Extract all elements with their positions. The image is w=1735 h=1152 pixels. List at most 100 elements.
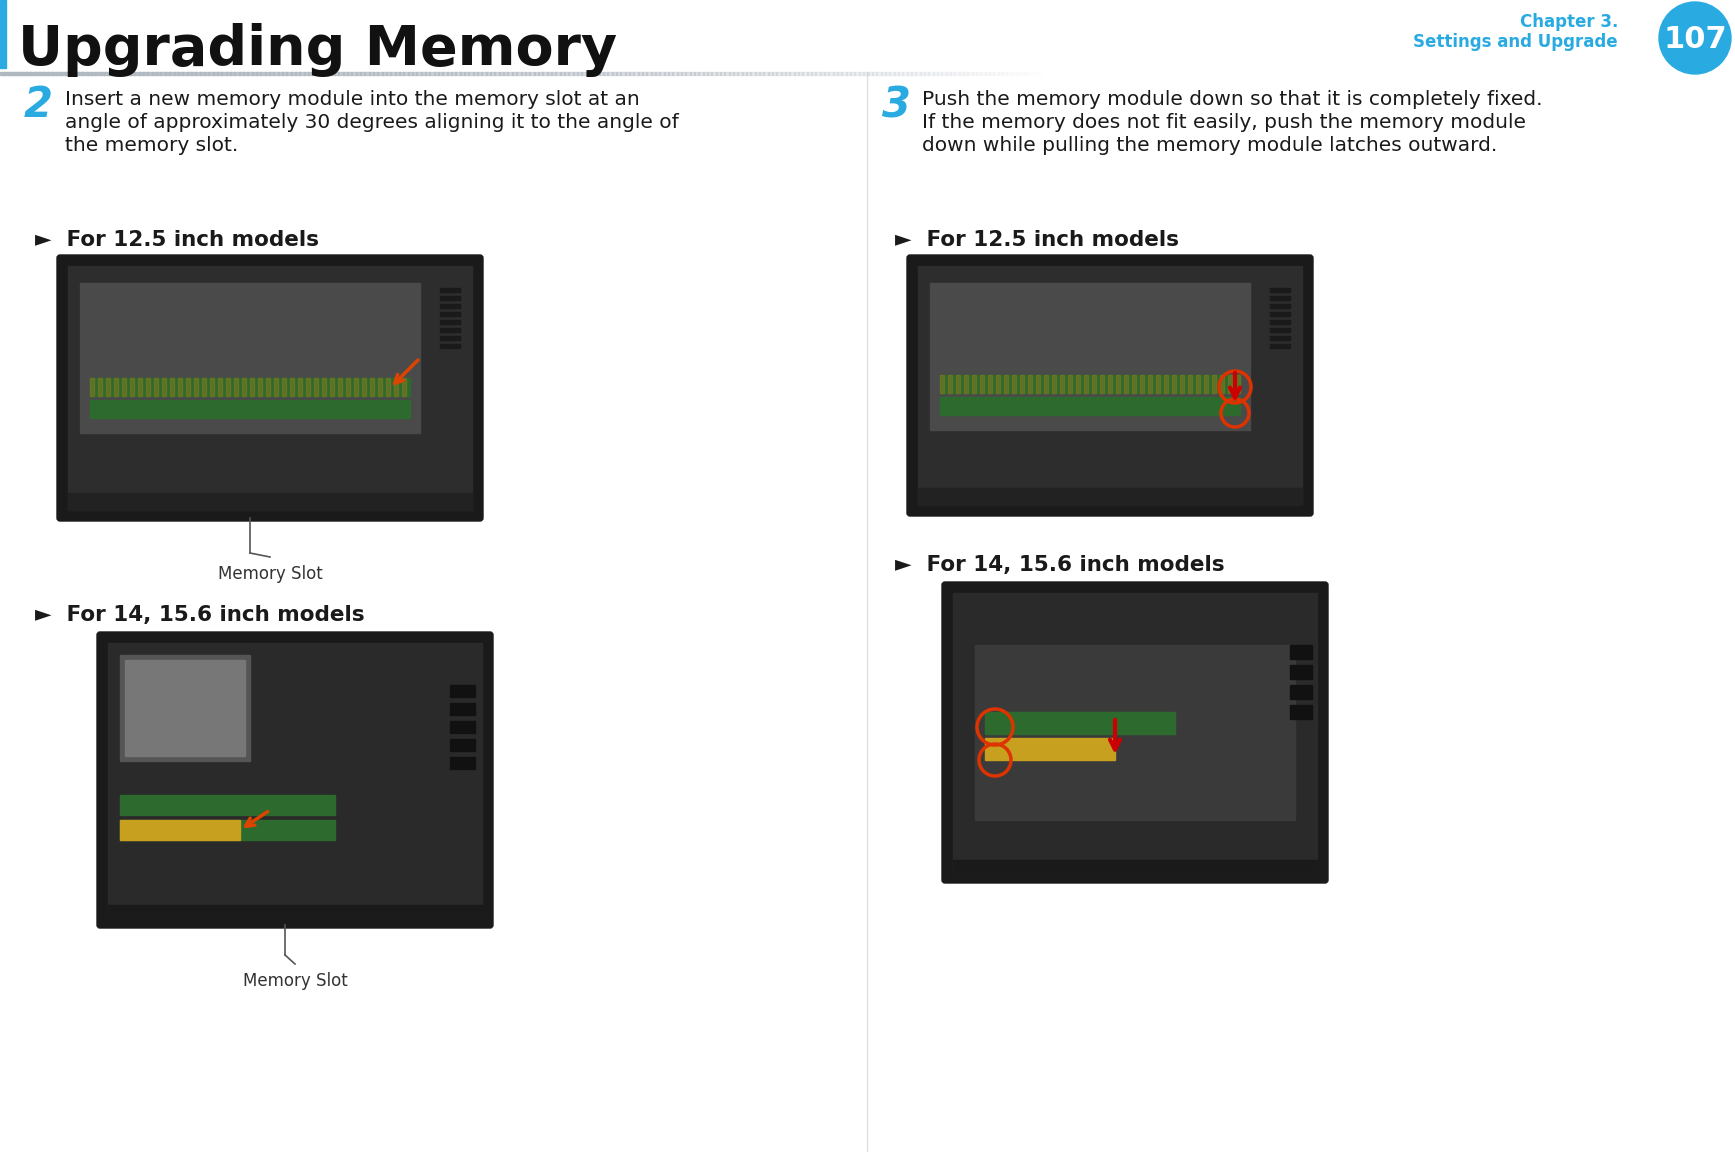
Bar [534,71,540,75]
Bar [179,71,184,75]
Bar [708,71,713,75]
Bar [868,71,873,75]
Bar [390,71,396,75]
Bar [815,71,821,75]
Bar [1437,71,1442,75]
Bar [1541,71,1546,75]
Bar [274,378,278,396]
Bar [298,378,302,396]
Bar [737,71,743,75]
Bar [1180,376,1183,393]
Bar [769,71,774,75]
Bar [441,288,460,291]
Bar [987,376,992,393]
Bar [1662,71,1667,75]
Bar [109,71,115,75]
Bar [222,71,227,75]
Bar [673,71,678,75]
Bar [201,378,206,396]
Bar [638,71,644,75]
Text: ►  For 12.5 inch models: ► For 12.5 inch models [895,230,1180,250]
Text: angle of approximately 30 degrees aligning it to the angle of: angle of approximately 30 degrees aligni… [64,113,678,132]
Bar [156,71,161,75]
Bar [581,71,586,75]
Bar [1024,71,1029,75]
Bar [940,397,1241,415]
Bar [219,378,222,396]
Bar [1020,376,1024,393]
Bar [326,71,331,75]
Bar [1142,71,1147,75]
Bar [1466,71,1471,75]
Bar [1393,71,1398,75]
Bar [781,71,786,75]
Bar [90,378,94,396]
Bar [647,71,652,75]
Bar [573,71,578,75]
Bar [1076,376,1079,393]
Bar [985,712,1175,734]
Bar [1150,71,1156,75]
Bar [456,71,462,75]
Bar [1405,71,1411,75]
Bar [361,71,366,75]
Bar [1492,71,1497,75]
Bar [1376,71,1381,75]
Bar [1596,71,1601,75]
Bar [1246,71,1251,75]
Bar [1310,71,1315,75]
Bar [1062,71,1069,75]
Bar [356,71,361,75]
Text: 3: 3 [881,84,911,126]
Bar [873,71,878,75]
Bar [517,71,522,75]
Bar [460,71,465,75]
Bar [260,71,265,75]
Bar [0,0,5,68]
Bar [972,71,977,75]
Bar [441,304,460,308]
Bar [633,71,638,75]
FancyBboxPatch shape [942,582,1327,882]
Bar [441,320,460,324]
Bar [777,71,782,75]
Bar [1501,71,1506,75]
Bar [1249,71,1254,75]
Bar [1614,71,1619,75]
Bar [559,71,566,75]
Bar [1173,376,1176,393]
Bar [795,71,800,75]
Bar [547,71,552,75]
Bar [153,71,158,75]
Bar [281,71,288,75]
Text: 2: 2 [24,84,52,126]
Bar [439,71,444,75]
Bar [378,71,383,75]
Bar [946,71,951,75]
Bar [1214,71,1220,75]
Bar [161,378,167,396]
Bar [996,376,999,393]
Bar [101,71,106,75]
Bar [1060,376,1064,393]
Bar [656,71,661,75]
Bar [1194,71,1199,75]
Bar [92,71,97,75]
Bar [1414,71,1419,75]
Text: Memory Slot: Memory Slot [217,564,323,583]
Bar [9,71,14,75]
Bar [472,71,479,75]
Bar [87,71,92,75]
Bar [226,71,231,75]
Bar [165,71,170,75]
Bar [52,71,57,75]
Bar [265,378,271,396]
Bar [1449,71,1454,75]
Bar [394,378,397,396]
Bar [78,71,83,75]
Bar [1012,71,1017,75]
Bar [1235,71,1242,75]
Bar [1081,71,1086,75]
Bar [1084,376,1088,393]
Bar [1489,71,1494,75]
